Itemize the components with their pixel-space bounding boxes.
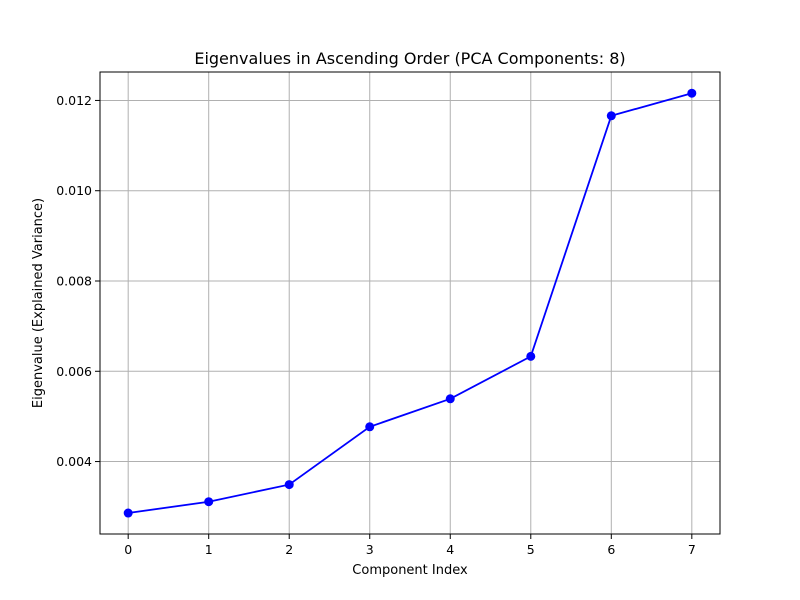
y-tick-label: 0.012 (56, 93, 92, 108)
x-tick-label: 7 (688, 542, 696, 557)
x-tick-label: 5 (527, 542, 535, 557)
x-tick-label: 1 (205, 542, 213, 557)
x-tick-label: 0 (124, 542, 132, 557)
y-axis-label: Eigenvalue (Explained Variance) (31, 198, 46, 408)
plot-frame (99, 71, 721, 535)
y-tick-label: 0.008 (56, 273, 92, 288)
data-point (284, 480, 294, 490)
data-point (445, 394, 455, 404)
data-point (687, 88, 697, 98)
chart-title: Eigenvalues in Ascending Order (PCA Comp… (194, 49, 625, 68)
y-tick-label: 0.010 (56, 183, 92, 198)
data-point (365, 422, 375, 432)
data-point (606, 111, 616, 121)
x-tick-label: 6 (607, 542, 615, 557)
data-point (526, 351, 536, 361)
x-tick-label: 2 (285, 542, 293, 557)
x-tick-label: 3 (366, 542, 374, 557)
x-tick-label: 4 (446, 542, 454, 557)
x-axis-label: Component Index (352, 563, 468, 578)
y-tick-label: 0.006 (56, 364, 92, 379)
grid-layer (100, 72, 720, 534)
series-layer (123, 88, 697, 518)
data-point (204, 497, 214, 507)
tick-layer: 0 1 2 3 4 5 6 7 0.004 0.006 0.008 0.010 0.012 (56, 93, 696, 557)
series-line (128, 92, 693, 514)
y-tick-label: 0.004 (56, 454, 92, 469)
data-point (123, 508, 133, 518)
